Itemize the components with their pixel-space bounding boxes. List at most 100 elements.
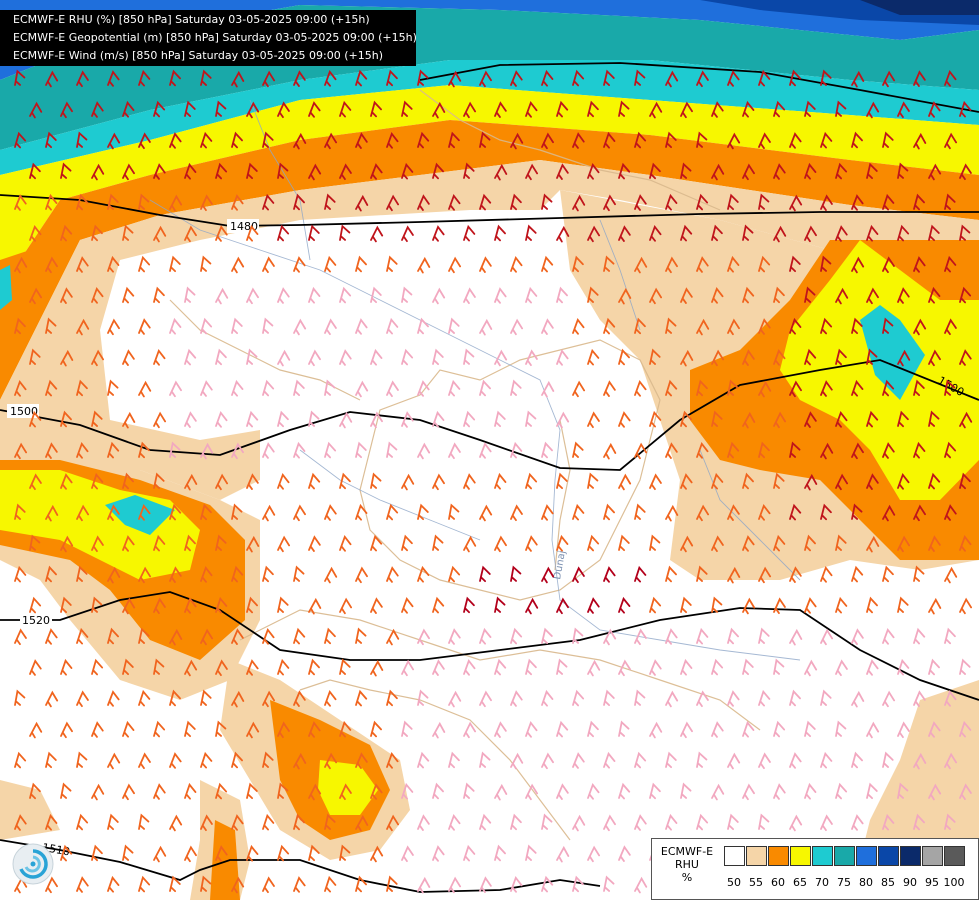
wind-barb-icon (246, 596, 258, 614)
wind-barb-icon (184, 659, 198, 677)
wind-barb-icon (882, 504, 896, 522)
wind-barb-icon (479, 131, 491, 148)
wind-barb-icon (959, 349, 972, 366)
wind-barb-icon (680, 535, 694, 553)
wind-barb-icon (494, 349, 508, 367)
wind-barb-icon (76, 876, 89, 893)
wind-barb-icon (882, 690, 896, 708)
wind-barb-icon (556, 349, 569, 366)
wind-barb-icon (262, 317, 274, 334)
wind-barb-icon (14, 565, 27, 583)
wind-barb-icon (277, 101, 290, 119)
wind-barb-icon (107, 318, 120, 336)
wind-barb-icon (696, 442, 709, 459)
wind-barb-icon (339, 349, 352, 366)
wind-barb-icon (324, 132, 338, 150)
legend-swatch (856, 846, 877, 866)
wind-barb-icon (138, 504, 151, 521)
wind-barb-icon (324, 255, 337, 273)
wind-barb-icon (293, 876, 306, 893)
wind-barb-icon (463, 224, 476, 242)
wind-barb-icon (355, 69, 368, 87)
wind-barb-icon (541, 318, 554, 335)
wind-barb-icon (758, 69, 771, 87)
wind-barb-icon (494, 783, 508, 801)
wind-barb-icon (200, 875, 212, 892)
wind-barb-icon (463, 410, 476, 428)
wind-barb-icon (696, 70, 709, 88)
wind-barb-icon (851, 814, 864, 831)
wind-barb-icon (556, 720, 569, 738)
wind-barb-icon (448, 442, 461, 460)
wind-barb-icon (122, 100, 135, 118)
wind-barb-icon (60, 410, 72, 428)
wind-barb-icon (572, 194, 586, 212)
wind-barb-icon (649, 596, 662, 614)
wind-barb-icon (76, 627, 89, 645)
wind-barb-icon (820, 380, 833, 397)
wind-barb-icon (401, 225, 414, 243)
wind-barb-icon (820, 751, 833, 769)
wind-barb-icon (122, 411, 136, 429)
wind-barb-icon (882, 442, 895, 459)
wind-barb-icon (91, 349, 105, 367)
wind-barb-icon (29, 410, 42, 428)
wind-barb-icon (45, 317, 57, 334)
wind-barb-icon (727, 318, 740, 336)
wind-barb-icon (851, 565, 864, 583)
wind-barb-icon (835, 659, 848, 677)
wind-barb-icon (851, 317, 863, 335)
legend-tick-label: 85 (881, 876, 895, 889)
wind-barb-icon (293, 256, 306, 273)
wind-barb-icon (138, 69, 151, 87)
wind-barb-icon (494, 596, 506, 613)
wind-barb-icon (742, 783, 755, 801)
wind-barb-icon (231, 751, 243, 769)
wind-barb-icon (758, 255, 771, 273)
legend-swatch (944, 846, 965, 866)
wind-barb-icon (463, 101, 477, 119)
wind-barb-icon (696, 131, 708, 148)
wind-barb-icon (773, 100, 786, 118)
wind-barb-icon (448, 256, 462, 274)
wind-barb-icon (913, 318, 927, 336)
wind-barb-icon (603, 814, 616, 832)
wind-barb-icon (928, 410, 940, 427)
wind-barb-icon (603, 194, 616, 212)
wind-barb-icon (572, 752, 585, 769)
wind-barb-icon (463, 721, 477, 739)
wind-barb-icon (959, 535, 972, 552)
wind-barb-icon (510, 379, 522, 396)
wind-barb-icon (944, 566, 958, 584)
wind-barb-icon (913, 379, 925, 397)
wind-barb-icon (231, 442, 244, 460)
wind-barb-icon (355, 627, 367, 644)
wind-barb-icon (29, 659, 42, 676)
wind-barb-icon (525, 535, 538, 552)
wind-barb-icon (386, 503, 399, 521)
wind-barb-icon (572, 441, 584, 458)
wind-barb-icon (665, 690, 679, 708)
wind-barb-icon (153, 411, 167, 429)
wind-barb-icon (215, 782, 228, 800)
wind-barb-icon (45, 442, 58, 459)
wind-barb-icon (324, 441, 337, 459)
wind-barb-icon (262, 751, 274, 768)
wind-barb-icon (324, 875, 337, 893)
wind-barb-icon (417, 503, 429, 521)
wind-barb-icon (773, 225, 787, 243)
wind-barb-icon (107, 690, 120, 707)
wind-barb-icon (401, 782, 414, 800)
wind-barb-icon (773, 472, 785, 489)
wind-barb-icon (727, 690, 740, 707)
wind-barb-icon (618, 596, 631, 614)
wind-barb-icon (494, 844, 506, 862)
wind-barb-icon (262, 70, 276, 88)
wind-barb-icon (587, 472, 599, 489)
geopotential-contours (0, 62, 979, 893)
wind-barb-icon (510, 441, 523, 459)
wind-barb-icon (45, 131, 57, 149)
wind-barb-icon (959, 163, 972, 181)
wind-barb-icon (277, 224, 290, 242)
wind-barb-icon (866, 596, 878, 614)
